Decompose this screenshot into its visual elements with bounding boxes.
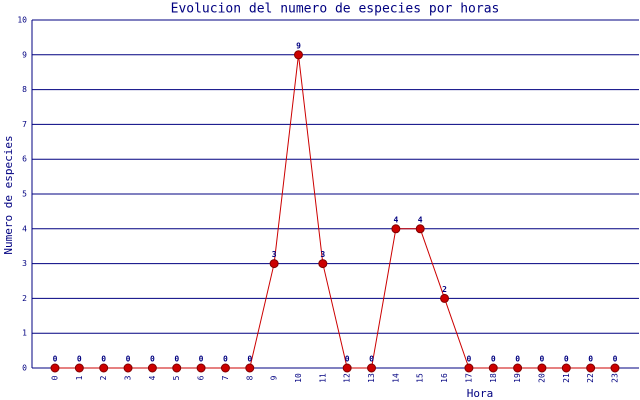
y-axis-label: Numero de especies [2,135,15,254]
x-tick-label: 3 [124,375,133,380]
x-tick-label: 6 [197,375,206,380]
x-tick-label: 5 [172,375,181,380]
value-label: 0 [466,355,471,364]
marker [318,259,328,269]
value-label: 2 [442,285,447,294]
x-tick-label: 0 [51,375,60,380]
x-tick-label: 4 [148,375,157,380]
value-label: 0 [174,355,179,364]
marker [50,363,60,373]
x-tick-label: 10 [294,373,303,383]
marker [293,50,303,60]
marker [123,363,133,373]
x-tick-label: 13 [367,373,376,383]
value-label: 3 [272,250,277,259]
y-tick-label: 9 [22,50,27,59]
value-label: 0 [491,355,496,364]
marker [196,363,206,373]
x-tick-label: 18 [489,373,498,383]
x-tick-label: 19 [513,373,522,383]
y-tick-label: 1 [22,329,27,338]
marker [269,259,279,269]
marker [220,363,230,373]
value-label: 0 [247,355,252,364]
marker [245,363,255,373]
value-label: 0 [223,355,228,364]
x-tick-label: 11 [318,373,327,383]
value-label: 4 [393,215,398,224]
y-tick-label: 5 [22,190,27,199]
marker [99,363,109,373]
x-tick-label: 14 [391,373,400,383]
value-label: 0 [101,355,106,364]
y-tick-label: 3 [22,259,27,268]
value-label: 0 [588,355,593,364]
value-label: 0 [77,355,82,364]
y-tick-label: 10 [17,16,27,25]
value-label: 0 [199,355,204,364]
value-label: 0 [540,355,545,364]
x-tick-label: 12 [343,373,352,383]
marker [74,363,84,373]
x-tick-label: 16 [440,373,449,383]
x-tick-label: 2 [99,375,108,380]
marker [488,363,498,373]
x-axis-label: Hora [467,387,494,400]
marker [147,363,157,373]
x-tick-label: 23 [611,373,620,383]
value-label: 0 [369,355,374,364]
value-label: 4 [418,215,423,224]
chart-title: Evolucion del numero de especies por hor… [171,2,500,17]
marker [610,363,620,373]
value-label: 0 [126,355,131,364]
y-tick-label: 2 [22,294,27,303]
x-tick-label: 1 [75,375,84,380]
value-label: 0 [613,355,618,364]
value-label: 0 [564,355,569,364]
y-tick-label: 8 [22,85,27,94]
value-label: 3 [320,250,325,259]
x-tick-label: 17 [464,373,473,383]
x-tick-label: 8 [245,375,254,380]
y-tick-label: 7 [22,120,27,129]
y-tick-label: 0 [22,364,27,373]
marker [367,363,377,373]
marker [586,363,596,373]
marker [172,363,182,373]
marker [415,224,425,234]
y-tick-label: 6 [22,155,27,164]
value-label: 0 [53,355,58,364]
marker [342,363,352,373]
value-label: 9 [296,41,301,50]
x-tick-label: 15 [416,373,425,383]
y-tick-label: 4 [22,224,27,233]
x-tick-label: 7 [221,375,230,380]
marker [513,363,523,373]
x-tick-label: 9 [270,375,279,380]
x-tick-label: 22 [586,373,595,383]
marker [561,363,571,373]
marker [464,363,474,373]
marker [537,363,547,373]
marker [440,293,450,303]
x-tick-label: 21 [562,373,571,383]
value-label: 0 [345,355,350,364]
marker [391,224,401,234]
value-label: 0 [515,355,520,364]
value-label: 0 [150,355,155,364]
x-tick-label: 20 [537,373,546,383]
